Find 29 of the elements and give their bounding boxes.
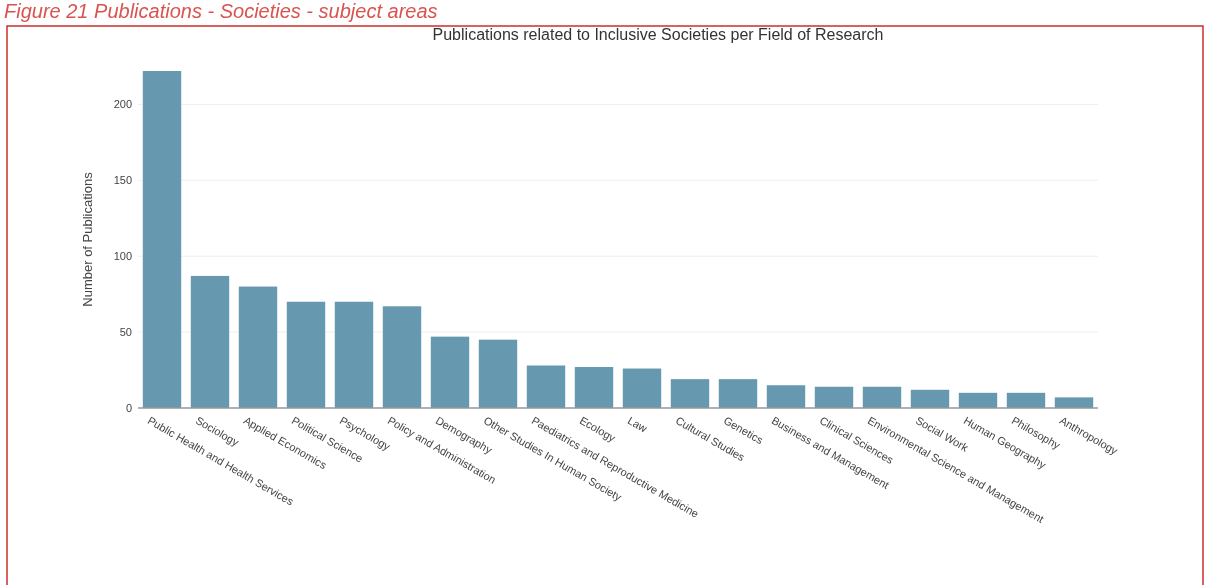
y-tick-label: 150	[113, 174, 132, 187]
bar	[190, 275, 230, 408]
bar	[382, 306, 422, 408]
bar	[766, 385, 806, 408]
y-tick-label: 100	[113, 250, 132, 263]
bar	[670, 379, 710, 408]
bar	[1054, 397, 1094, 408]
x-tick-label: Law	[625, 414, 650, 435]
y-axis-title: Number of Publications	[80, 171, 95, 307]
bar	[1006, 392, 1046, 408]
y-tick-label: 50	[119, 325, 132, 338]
bar	[142, 71, 182, 408]
chart-title: Publications related to Inclusive Societies per Field of Research	[432, 26, 884, 43]
bar	[910, 389, 950, 408]
bar	[334, 301, 374, 408]
bar	[574, 367, 614, 408]
caption: Figure 21 Publications - Societies - subject areas	[4, 0, 438, 22]
bar	[430, 336, 470, 408]
bar	[622, 368, 662, 408]
bar	[526, 365, 566, 408]
bar	[958, 392, 998, 408]
bar	[238, 286, 278, 408]
bar	[814, 386, 854, 408]
bar	[478, 339, 518, 408]
y-tick-label: 200	[113, 98, 132, 111]
bar	[286, 301, 326, 408]
bar	[862, 386, 902, 408]
bar	[718, 379, 758, 408]
y-tick-label: 0	[125, 401, 132, 414]
